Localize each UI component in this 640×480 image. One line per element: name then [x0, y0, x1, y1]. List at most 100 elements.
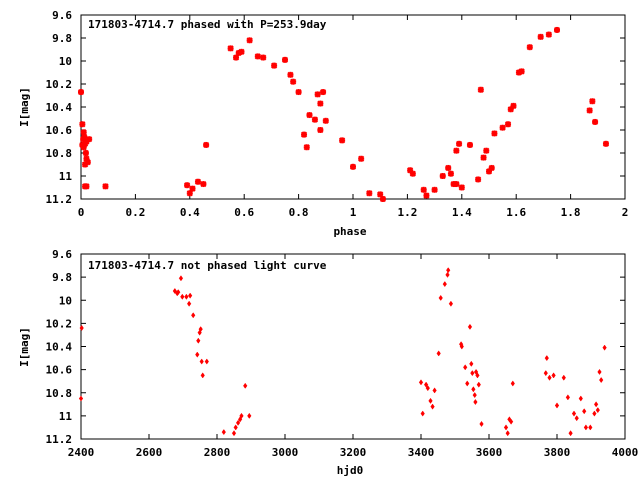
data-point [247, 412, 252, 419]
data-point [473, 398, 478, 406]
data-point [510, 102, 517, 109]
x-tick-label: 0.4 [180, 206, 200, 219]
data-point [589, 98, 596, 105]
data-point [505, 430, 510, 437]
data-point [194, 178, 202, 185]
data-point [227, 45, 234, 52]
data-point [445, 164, 452, 172]
data-point [203, 141, 210, 149]
data-point [366, 190, 373, 197]
data-point [472, 392, 477, 399]
y-axis-label: I[mag] [18, 87, 31, 127]
data-point [418, 379, 424, 386]
ticks-group: 2400 2600 2800 3000 3200 3400 3600 3800 4000 9.6 9… [46, 248, 639, 459]
x-tick-label: 3400 [408, 446, 435, 459]
data-point [183, 182, 191, 189]
data-point [189, 185, 196, 192]
data-point [503, 424, 509, 431]
x-tick-label: 2400 [68, 446, 95, 459]
data-point [458, 184, 465, 191]
x-tick-label: 1.4 [452, 206, 472, 219]
data-point [281, 56, 289, 63]
data-point [551, 372, 556, 379]
y-tick-label: 11 [59, 410, 73, 423]
data-point [428, 397, 433, 404]
data-point [191, 312, 196, 319]
data-point [508, 418, 514, 425]
y-tick-label: 10.8 [46, 387, 73, 400]
data-point [595, 407, 600, 414]
data-point [599, 376, 604, 384]
data-point [578, 395, 583, 402]
data-point [300, 131, 308, 138]
data-point [379, 195, 387, 203]
data-point [79, 141, 86, 149]
data-point [172, 287, 177, 295]
data-point [436, 350, 441, 357]
x-tick-label: 1.2 [397, 206, 417, 219]
x-tick-label: 0.6 [234, 206, 254, 219]
data-point [303, 144, 310, 151]
data-point [204, 358, 209, 365]
data-point [518, 68, 525, 75]
data-point [445, 271, 450, 278]
y-axis-label: I[mag] [18, 327, 31, 367]
y-tick-label: 10.6 [46, 124, 73, 137]
data-point [238, 48, 245, 55]
data-point [586, 107, 593, 114]
data-point [465, 380, 470, 387]
data-point [470, 370, 475, 377]
y-tick-label: 10 [59, 294, 72, 307]
data-point [86, 136, 93, 143]
x-tick-label: 0.2 [125, 206, 145, 219]
data-point [178, 275, 184, 282]
data-point [591, 118, 599, 126]
data-point [200, 372, 205, 379]
data-point [409, 170, 416, 177]
data-point [475, 176, 482, 183]
y-tick-label: 10 [59, 55, 72, 68]
data-point [317, 100, 324, 107]
x-tick-label: 1.8 [561, 206, 581, 219]
data-point [77, 88, 85, 96]
data-point [290, 78, 297, 85]
x-tick-label: 3800 [544, 446, 571, 459]
x-tick-label: 3000 [272, 446, 299, 459]
data-point [84, 159, 91, 166]
data-point [463, 364, 468, 371]
data-point [574, 415, 579, 422]
data-point [480, 154, 487, 161]
data-point [453, 180, 460, 188]
data-point [79, 121, 86, 128]
data-point [254, 53, 261, 60]
data-point [423, 381, 429, 388]
data-point [200, 180, 207, 188]
data-point [479, 420, 484, 428]
data-point [547, 374, 552, 381]
data-point [504, 121, 512, 128]
x-axis-label: hjd0 [337, 464, 364, 477]
data-point [311, 116, 319, 123]
data-point [221, 429, 226, 436]
data-point [510, 380, 515, 387]
data-point [235, 419, 241, 426]
data-point [243, 382, 248, 389]
data-point [314, 91, 321, 98]
data-point [583, 424, 589, 431]
data-point [597, 368, 602, 375]
data-point [79, 324, 84, 332]
data-point [180, 293, 185, 300]
data-point [82, 149, 90, 157]
x-tick-label: 3200 [340, 446, 367, 459]
y-tick-label: 9.8 [52, 32, 72, 45]
x-tick-label: 1 [350, 206, 357, 219]
data-point [499, 124, 506, 131]
y-tick-label: 11.2 [46, 433, 73, 446]
data-point [232, 54, 240, 61]
data-point [198, 326, 203, 333]
data-point [447, 170, 455, 177]
data-point [438, 294, 443, 301]
data-point [593, 401, 599, 408]
data-point [565, 394, 571, 401]
